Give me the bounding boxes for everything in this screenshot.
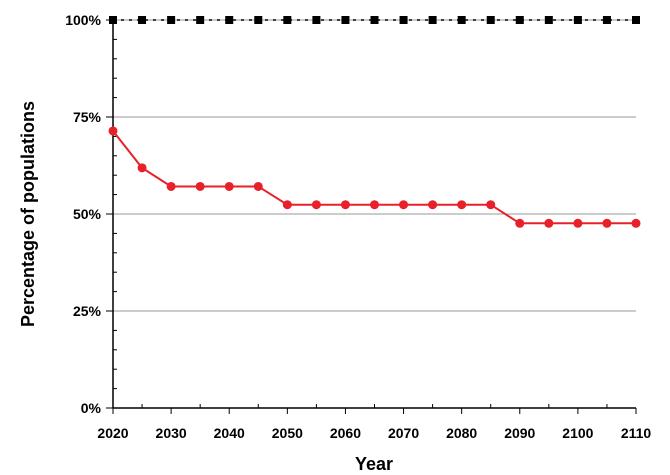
x-tick-label: 2030 [156, 425, 187, 441]
x-tick-label: 2070 [388, 425, 419, 441]
x-tick-label: 2100 [562, 425, 593, 441]
data-point-circle [457, 200, 467, 210]
x-axis-title: Year [355, 454, 393, 474]
y-tick-label: 25% [73, 303, 102, 319]
x-tick-label: 2040 [214, 425, 245, 441]
data-point-square [515, 16, 524, 24]
grid-lines [113, 19, 636, 312]
data-point-square [254, 16, 263, 24]
data-point-square [370, 16, 379, 24]
data-point-circle [399, 200, 409, 210]
y-tick-label: 100% [65, 12, 101, 28]
y-tick-label: 0% [81, 400, 102, 416]
data-point-square [109, 16, 117, 24]
data-point-circle [515, 218, 525, 228]
y-tick-label: 50% [73, 206, 102, 222]
data-point-circle [486, 200, 496, 210]
x-tick-label: 2080 [446, 425, 477, 441]
x-tick-label: 2110 [621, 425, 652, 441]
y-tick-label: 75% [73, 109, 102, 125]
data-point-circle [573, 218, 583, 228]
data-point-square [632, 16, 640, 24]
data-point-circle [544, 218, 554, 228]
y-axis-title: Percentage of populations [18, 101, 38, 327]
series-layer [108, 16, 641, 228]
data-point-square [544, 16, 553, 24]
data-point-square [341, 16, 350, 24]
data-point-circle [631, 218, 641, 228]
data-point-circle [340, 200, 350, 210]
data-point-square [283, 16, 292, 24]
data-point-square [457, 16, 466, 24]
tick-labels: 0% 25% 50% 75% 100% 2020 2030 2040 2050 2060 2070 2… [65, 12, 651, 441]
x-tick-label: 2050 [272, 425, 303, 441]
data-point-square [138, 16, 147, 24]
data-point-circle [282, 200, 292, 210]
data-point-circle [602, 218, 612, 228]
data-point-circle [370, 200, 379, 210]
data-point-circle [253, 181, 263, 191]
data-point-square [486, 16, 495, 24]
data-point-square [312, 16, 321, 24]
x-tick-label: 2090 [504, 425, 535, 441]
data-point-circle [195, 181, 205, 191]
data-point-square [196, 16, 205, 24]
data-point-circle [428, 200, 438, 210]
data-point-square [399, 16, 408, 24]
data-point-circle [108, 126, 118, 136]
x-tick-label: 2020 [97, 425, 128, 441]
data-point-square [602, 16, 611, 24]
axes [106, 19, 637, 414]
data-point-circle [224, 181, 234, 191]
data-point-circle [166, 181, 176, 191]
data-point-square [225, 16, 234, 24]
data-point-circle [137, 163, 147, 173]
x-tick-label: 2060 [330, 425, 361, 441]
data-point-square [428, 16, 437, 24]
data-point-square [573, 16, 582, 24]
series-line [112, 130, 636, 225]
data-point-circle [311, 200, 321, 210]
data-point-square [167, 16, 176, 24]
